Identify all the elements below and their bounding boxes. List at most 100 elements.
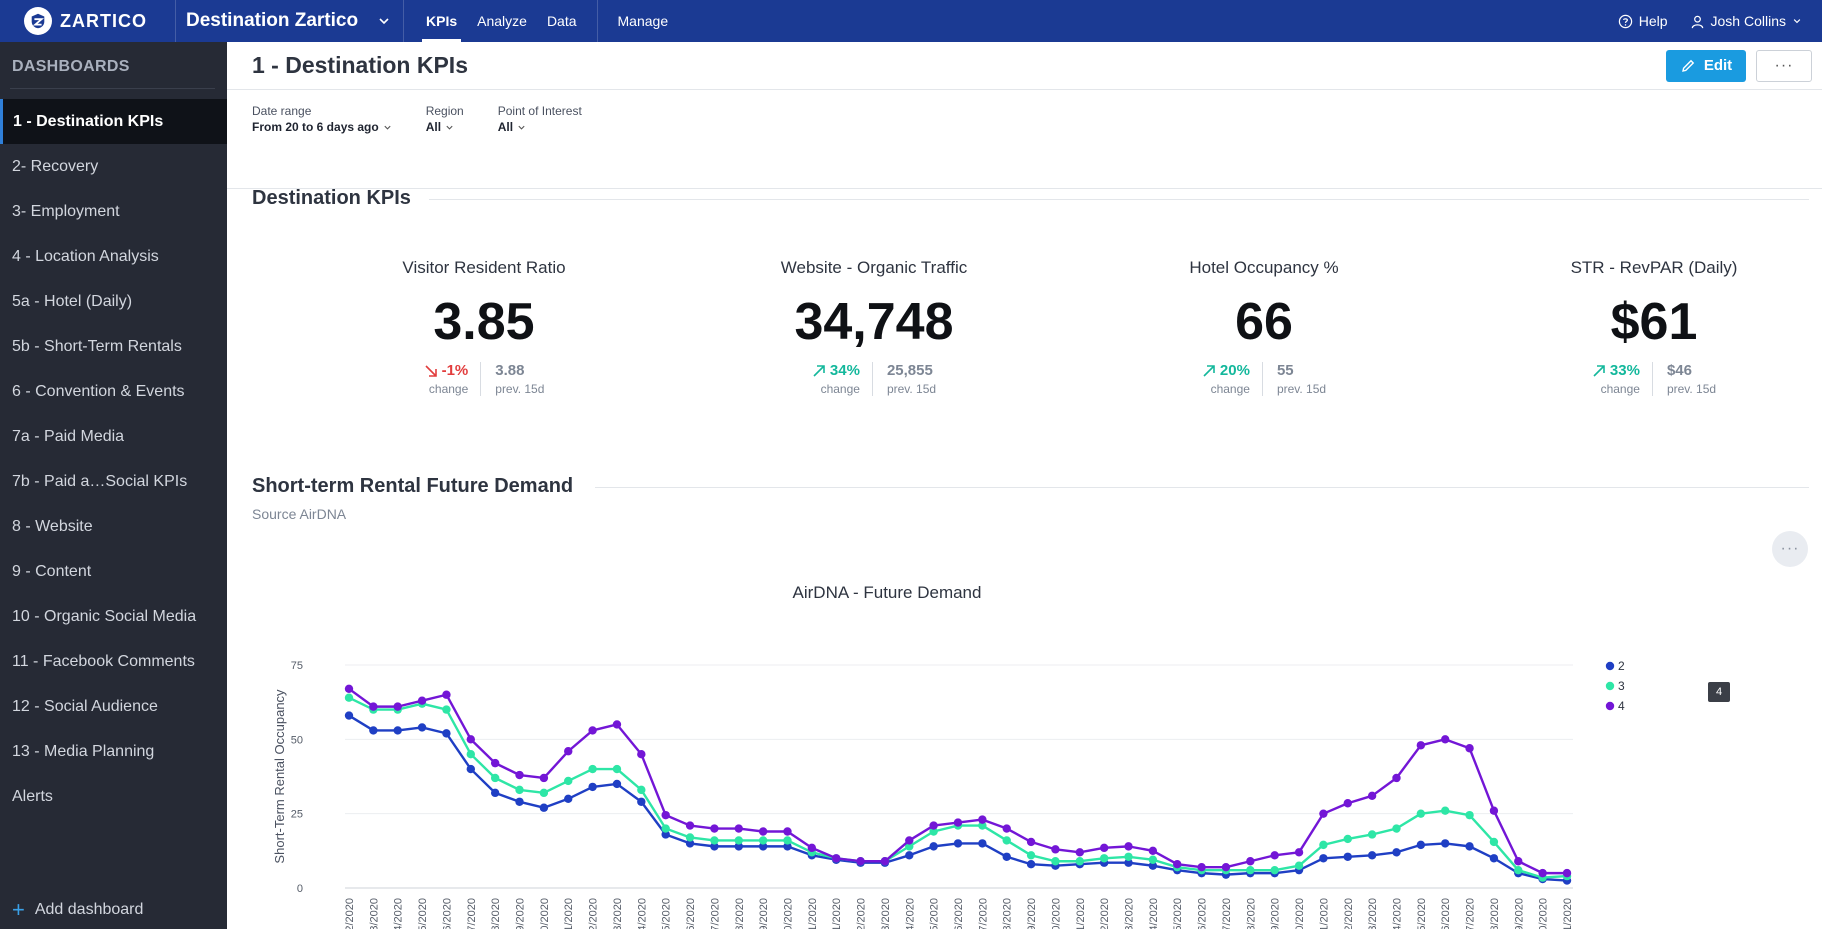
data-point [369, 726, 378, 735]
add-dashboard-button[interactable]: + Add dashboard [12, 899, 143, 921]
user-name: Josh Collins [1710, 13, 1786, 29]
sidebar-item[interactable]: 12 - Social Audience [12, 697, 158, 715]
data-point [1562, 868, 1572, 878]
data-point [344, 684, 354, 693]
x-tick-label: 10/24/2020 [636, 898, 648, 929]
nav-manage[interactable]: Manage [617, 13, 669, 29]
x-tick-label: 11/17/2020 [1221, 898, 1233, 929]
section-divider [429, 199, 1809, 200]
help-link[interactable]: Help [1618, 13, 1668, 29]
top-navigation-bar: ZARTICO Destination Zartico KPIs Analyze… [0, 0, 1822, 42]
data-point [417, 723, 427, 732]
sidebar-item[interactable]: 7a - Paid Media [12, 427, 125, 445]
data-point [880, 857, 890, 866]
sidebar-item[interactable]: 6 - Convention & Events [12, 382, 185, 400]
chevron-down-icon [518, 125, 525, 130]
sidebar-item[interactable]: 4 - Location Analysis [12, 247, 159, 265]
data-point [1294, 848, 1304, 857]
section-title-str-demand: Short-term Rental Future Demand [252, 475, 574, 497]
kpi-footer: 20% change 55 prev. 15d [1069, 362, 1459, 396]
data-point [1051, 845, 1060, 854]
data-point [490, 773, 500, 783]
data-point [539, 773, 549, 783]
airdna-chart: AirDNA - Future Demand Short-Term Rental … [227, 562, 1822, 934]
data-point [442, 705, 451, 714]
sidebar-item[interactable]: 2- Recovery [12, 157, 99, 175]
x-tick-label: 11/27/2020 [1465, 898, 1477, 929]
x-tick-label: 10/25/2020 [661, 898, 673, 929]
data-point [1465, 744, 1474, 753]
sidebar-item[interactable]: 13 - Media Planning [12, 742, 155, 760]
legend-marker [1605, 661, 1615, 671]
x-tick-label: 10/23/2020 [612, 898, 624, 929]
nav-analyze[interactable]: Analyze [477, 13, 527, 29]
data-point [1367, 851, 1377, 860]
data-point [953, 839, 963, 848]
nav-data[interactable]: Data [546, 13, 577, 29]
data-point [344, 693, 354, 702]
data-point [1002, 824, 1011, 833]
x-tick-label: 11/06/2020 [953, 898, 965, 929]
edit-button[interactable]: Edit [1666, 49, 1746, 82]
section-title-destination-kpis: Destination KPIs [252, 187, 411, 209]
sidebar-item[interactable]: 7b - Paid a…Social KPIs [12, 472, 188, 490]
data-point [1392, 848, 1401, 857]
data-point [661, 810, 670, 820]
y-tick-label: 25 [291, 809, 303, 821]
chart-tooltip: 4 [1708, 682, 1730, 702]
sidebar-item[interactable]: 9 - Content [12, 562, 92, 580]
header-actions: Edit ··· [1666, 49, 1822, 82]
series-line-2 [348, 714, 1568, 882]
x-tick-label: 10/21/2020 [563, 898, 575, 929]
visualization-more-button[interactable]: ··· [1772, 531, 1808, 567]
kpi-previous: $46 prev. 15d [1653, 362, 1716, 396]
data-point [783, 836, 792, 845]
sidebar-item[interactable]: 11 - Facebook Comments [12, 652, 195, 670]
x-tick-label: 11/02/2020 [856, 898, 868, 929]
data-point [515, 797, 524, 806]
data-point [1441, 806, 1450, 815]
data-point [1319, 840, 1328, 850]
data-point [1538, 868, 1547, 878]
chart-source: Source AirDNA [252, 506, 347, 522]
data-point [612, 779, 622, 789]
sidebar-item[interactable]: 3- Employment [12, 202, 120, 220]
sidebar-item[interactable]: 5b - Short-Term Rentals [12, 337, 182, 355]
x-tick-label: 11/28/2020 [1489, 898, 1501, 929]
date-range-filter[interactable]: Date range From 20 to 6 days ago [252, 104, 392, 188]
x-tick-label: 11/26/2020 [1440, 898, 1452, 929]
data-point [564, 747, 573, 756]
kpi-previous-value: 55 [1276, 362, 1294, 379]
data-point [1002, 836, 1011, 845]
kpi-title: Hotel Occupancy % [1189, 258, 1339, 277]
x-tick-label: 10/30/2020 [782, 898, 794, 929]
sidebar-item[interactable]: Alerts [12, 787, 53, 805]
brand-logo[interactable]: ZARTICO [0, 0, 176, 42]
data-point [466, 735, 475, 744]
x-tick-label: 10/12/2020 [344, 898, 356, 929]
point-of-interest-filter[interactable]: Point of Interest All [498, 104, 582, 188]
y-axis-label: Short-Term Rental Occupancy [272, 689, 287, 864]
sidebar-item[interactable]: 1 - Destination KPIs [0, 99, 227, 144]
nav-kpis[interactable]: KPIs [416, 0, 467, 42]
data-point [1294, 861, 1304, 870]
kpi-previous-value: 25,855 [886, 362, 933, 379]
data-point [1246, 865, 1255, 875]
x-tick-label: 11/24/2020 [1391, 898, 1403, 929]
data-point [1489, 806, 1499, 815]
x-tick-label: 11/20/2020 [1294, 898, 1306, 929]
region-filter[interactable]: Region All [426, 104, 464, 188]
more-options-button[interactable]: ··· [1756, 49, 1812, 82]
y-tick-label: 75 [291, 660, 303, 672]
chevron-down-icon [446, 125, 453, 130]
data-point [1343, 852, 1352, 861]
data-point [344, 711, 354, 720]
kpi-value: 66 [1235, 293, 1293, 351]
destination-selector[interactable]: Destination Zartico [176, 0, 404, 42]
user-menu[interactable]: Josh Collins [1690, 13, 1802, 29]
kpi-previous-value: $46 [1666, 362, 1692, 379]
sidebar-item[interactable]: 8 - Website [12, 517, 93, 535]
pencil-icon [1681, 59, 1695, 72]
sidebar-item[interactable]: 10 - Organic Social Media [12, 607, 197, 625]
sidebar-item[interactable]: 5a - Hotel (Daily) [12, 292, 133, 310]
